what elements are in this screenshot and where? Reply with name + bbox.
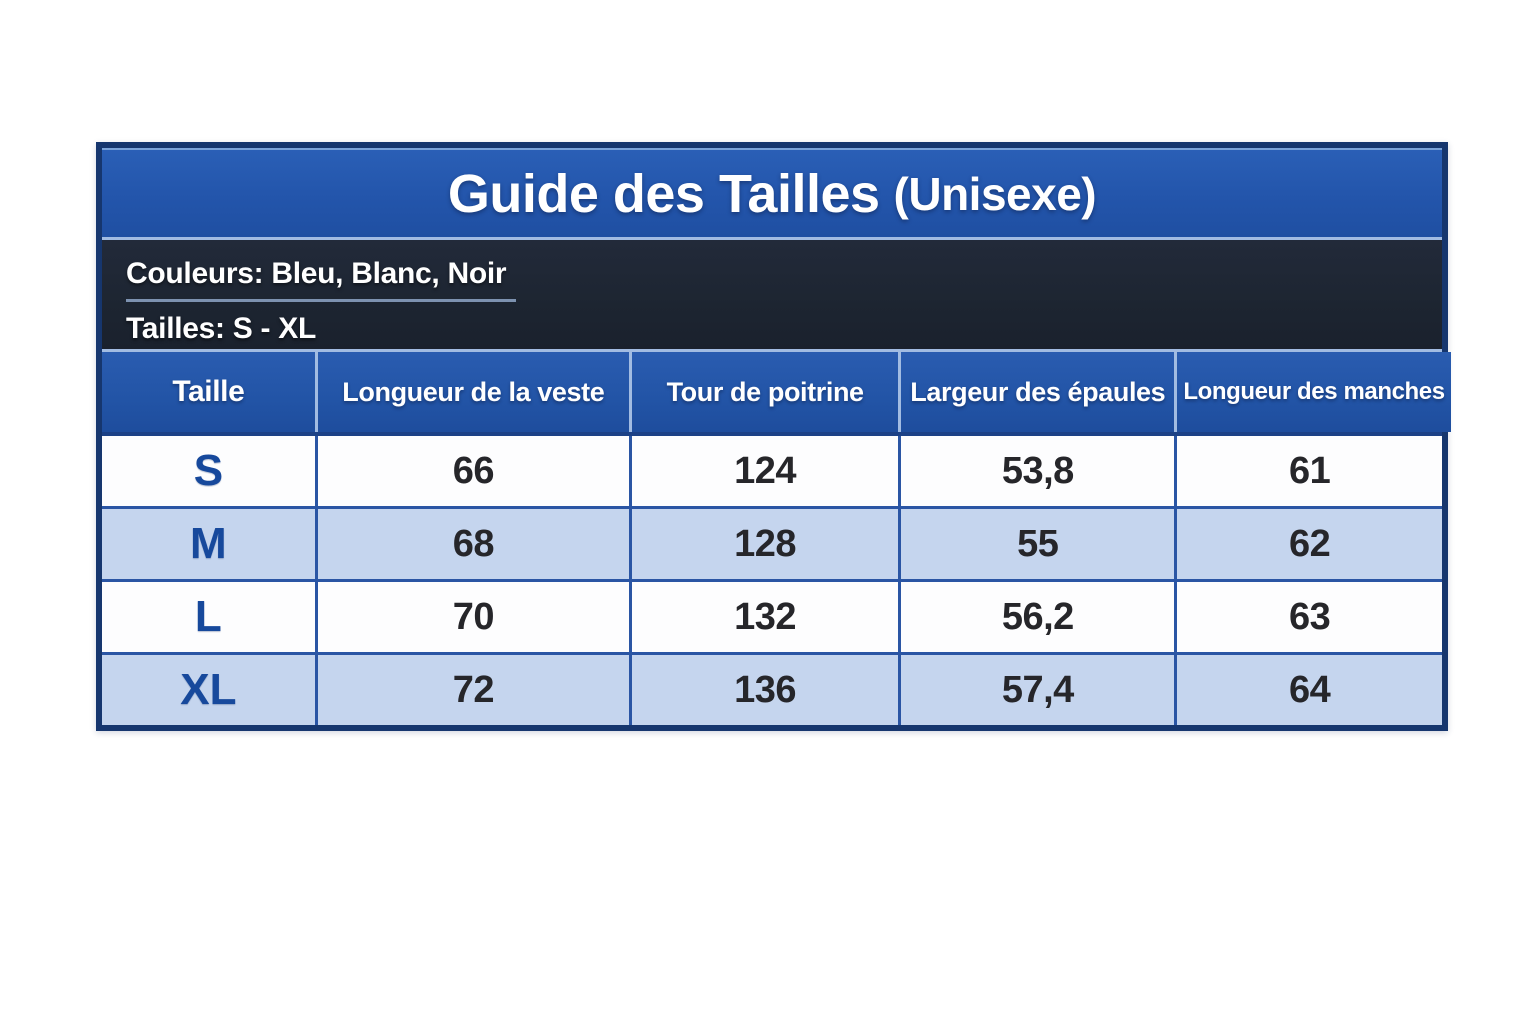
value-cell: 53,8 — [901, 436, 1178, 506]
size-cell: M — [102, 509, 318, 579]
value-cell: 64 — [1177, 655, 1442, 725]
table-row-xl: XL 72 136 57,4 64 — [102, 655, 1442, 725]
table-row-m: M 68 128 55 62 — [102, 509, 1442, 582]
value-cell: 70 — [317, 582, 632, 652]
value-cell: 66 — [317, 436, 632, 506]
value-cell: 56,2 — [901, 582, 1178, 652]
table-title: Guide des Tailles — [447, 163, 880, 224]
value-cell: 136 — [631, 655, 902, 725]
table-title-suffix: (Unisexe) — [893, 167, 1097, 220]
sizes-note: Tailles: S - XL — [126, 311, 316, 345]
value-cell: 55 — [901, 509, 1178, 579]
value-cell: 62 — [1177, 509, 1442, 579]
value-cell: 124 — [631, 436, 902, 506]
value-cell: 132 — [631, 582, 902, 652]
table-row-s: S 66 124 53,8 61 — [102, 436, 1442, 509]
table-body: S 66 124 53,8 61 M 68 128 55 62 L 70 132… — [102, 436, 1442, 725]
value-cell: 63 — [1177, 582, 1442, 652]
column-header-row: Taille Longueur de la veste Tour de poit… — [102, 352, 1451, 436]
size-guide-table: Guide des Tailles (Unisexe) Couleurs: Bl… — [96, 142, 1451, 731]
value-cell: 72 — [317, 655, 632, 725]
colors-note: Couleurs: Bleu, Blanc, Noir — [126, 257, 517, 302]
info-panel: Couleurs: Bleu, Blanc, Noir Tailles: S -… — [102, 240, 1442, 352]
size-cell: S — [102, 436, 318, 506]
column-header-taille: Taille — [102, 352, 318, 432]
value-cell: 57,4 — [901, 655, 1178, 725]
size-cell: XL — [102, 655, 318, 725]
table-title-band: Guide des Tailles (Unisexe) — [102, 148, 1442, 240]
column-header-longueur-manches: Longueur des manches — [1177, 352, 1451, 432]
column-header-longueur-veste: Longueur de la veste — [317, 352, 632, 432]
size-cell: L — [102, 582, 318, 652]
value-cell: 61 — [1177, 436, 1442, 506]
value-cell: 128 — [631, 509, 902, 579]
value-cell: 68 — [317, 509, 632, 579]
table-row-l: L 70 132 56,2 63 — [102, 582, 1442, 655]
column-header-tour-poitrine: Tour de poitrine — [631, 352, 902, 432]
column-header-largeur-epaules: Largeur des épaules — [901, 352, 1178, 432]
